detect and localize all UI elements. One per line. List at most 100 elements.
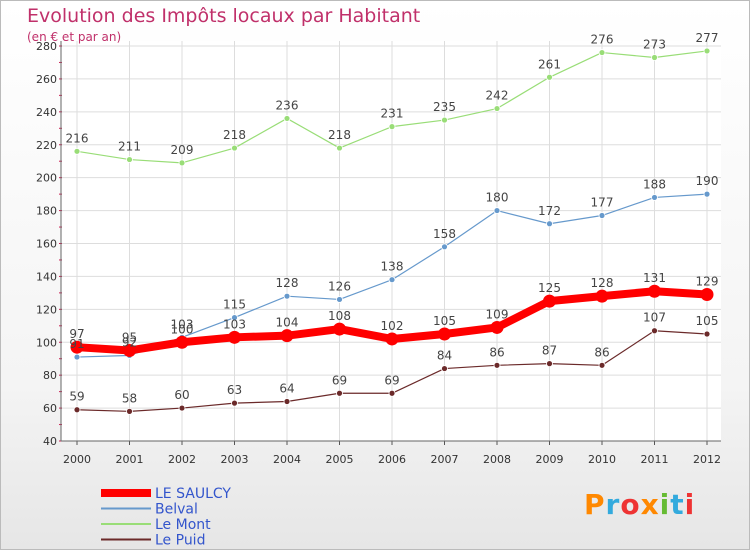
data-point: [73, 147, 81, 155]
data-label: 128: [276, 276, 299, 290]
data-label: 236: [276, 98, 299, 112]
data-point: [598, 361, 606, 369]
data-label: 261: [538, 57, 561, 71]
data-point: [178, 404, 186, 412]
data-label: 60: [174, 388, 189, 402]
data-label: 218: [328, 128, 351, 142]
data-point: [651, 327, 658, 335]
data-label: 277: [696, 31, 719, 45]
data-point: [231, 399, 238, 407]
y-tick-label: 160: [36, 238, 57, 251]
data-label: 216: [66, 131, 89, 145]
data-point: [70, 340, 84, 354]
x-tick-label: 2004: [273, 453, 301, 466]
data-point: [73, 406, 81, 414]
data-label: 138: [381, 260, 404, 274]
data-label: 235: [433, 100, 456, 114]
x-tick-label: 2000: [63, 453, 91, 466]
logo-letter: P: [584, 488, 606, 521]
plot-area: [61, 41, 721, 441]
y-tick-label: 180: [36, 205, 57, 218]
data-point: [175, 335, 189, 349]
data-label: 86: [594, 345, 609, 359]
data-label: 131: [643, 271, 666, 285]
data-label: 158: [433, 227, 456, 241]
data-point: [336, 296, 343, 303]
data-label: 177: [591, 196, 614, 210]
data-point: [438, 327, 451, 341]
data-label: 126: [328, 279, 351, 293]
data-label: 211: [118, 140, 141, 154]
x-tick-label: 2011: [641, 453, 669, 466]
data-label: 92: [122, 335, 137, 349]
x-tick-label: 2008: [483, 453, 511, 466]
data-point: [595, 289, 609, 303]
y-tick-label: 240: [36, 106, 57, 119]
data-point: [543, 294, 556, 308]
data-point: [385, 332, 399, 346]
data-label: 231: [381, 107, 404, 121]
data-point: [546, 73, 553, 81]
data-point: [283, 115, 291, 122]
data-label: 84: [437, 349, 452, 363]
y-tick-label: 80: [43, 369, 57, 382]
data-point: [73, 353, 81, 361]
data-label: 190: [696, 174, 719, 188]
logo-letter: i: [659, 488, 671, 521]
logo-letter: o: [620, 488, 641, 521]
data-label: 103: [223, 317, 246, 331]
legend-label: LE SAULCY: [155, 486, 231, 502]
data-point: [493, 105, 501, 112]
data-point: [651, 194, 658, 201]
logo-letter: i: [684, 488, 696, 521]
data-point: [178, 159, 186, 167]
data-label: 115: [223, 298, 246, 312]
data-point: [388, 389, 396, 397]
data-point: [703, 190, 711, 198]
data-label: 242: [486, 89, 509, 103]
data-label: 69: [384, 373, 399, 387]
data-point: [703, 47, 711, 55]
x-tick-label: 2010: [588, 453, 616, 466]
data-point: [333, 322, 346, 336]
y-tick-label: 40: [43, 435, 57, 448]
data-label: 172: [538, 204, 561, 218]
x-tick-label: 2007: [431, 453, 459, 466]
data-label: 218: [223, 128, 246, 142]
data-label: 108: [328, 309, 351, 323]
legend-label: Le Puid: [155, 533, 205, 549]
data-point: [546, 360, 553, 368]
data-point: [283, 398, 291, 405]
x-tick-label: 2001: [116, 453, 144, 466]
data-point: [231, 144, 238, 152]
chart-subtitle: (en € et par an): [27, 30, 122, 44]
data-point: [651, 54, 658, 61]
logo-letter: t: [670, 488, 685, 521]
data-label: 63: [227, 383, 242, 397]
x-tick-label: 2005: [326, 453, 354, 466]
data-label: 209: [171, 143, 194, 157]
data-point: [490, 320, 504, 334]
x-tick-label: 2003: [221, 453, 249, 466]
data-point: [336, 144, 343, 152]
y-tick-label: 200: [36, 172, 57, 185]
logo-letter: x: [640, 488, 660, 521]
y-tick-label: 280: [36, 40, 57, 53]
data-label: 109: [486, 307, 509, 321]
y-tick-label: 220: [36, 139, 57, 152]
data-label: 125: [538, 281, 561, 295]
data-label: 69: [332, 373, 347, 387]
data-point: [388, 123, 396, 131]
data-label: 64: [279, 382, 294, 396]
y-tick-label: 140: [36, 270, 57, 283]
data-point: [280, 329, 294, 343]
logo-letter: r: [605, 488, 621, 521]
data-point: [126, 407, 133, 415]
data-point: [493, 207, 501, 214]
data-label: 102: [381, 319, 404, 333]
data-point: [703, 330, 711, 338]
data-label: 104: [276, 316, 299, 330]
y-tick-label: 260: [36, 73, 57, 86]
